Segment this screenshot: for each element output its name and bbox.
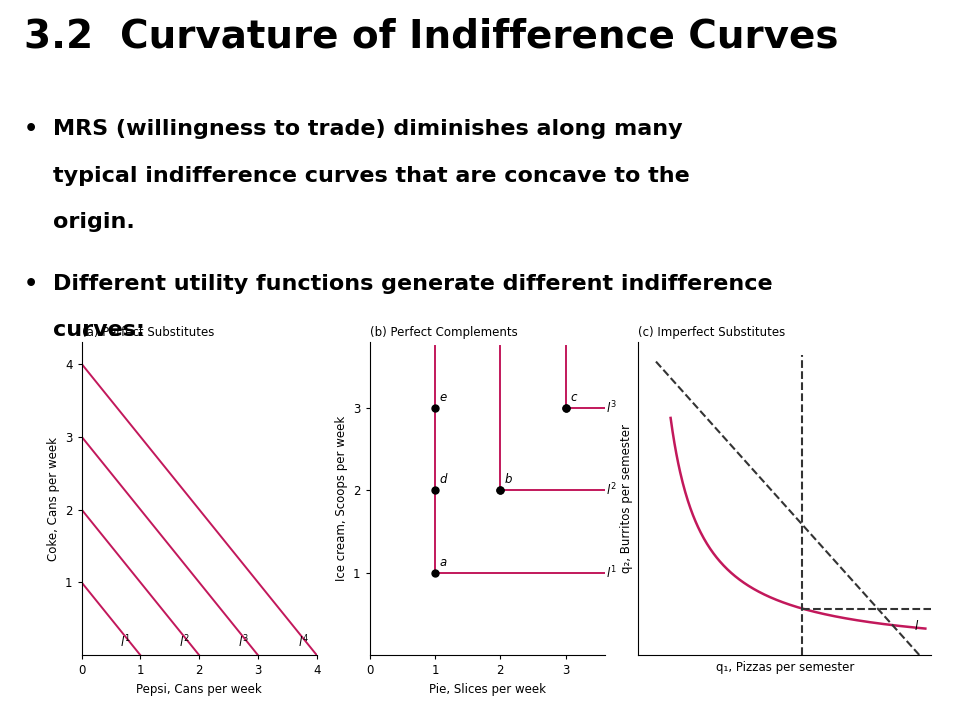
Y-axis label: q₂, Burritos per semester: q₂, Burritos per semester <box>620 424 633 573</box>
Text: $l^4$: $l^4$ <box>299 634 309 650</box>
Text: (b) Perfect Complements: (b) Perfect Complements <box>370 326 517 339</box>
Text: $b$: $b$ <box>504 472 513 486</box>
Text: $l^2$: $l^2$ <box>180 634 190 650</box>
Text: 3.2  Curvature of Indifference Curves: 3.2 Curvature of Indifference Curves <box>24 18 838 56</box>
Text: Copyright ©2014 Pearson Education, Inc. All rights reserved.: Copyright ©2014 Pearson Education, Inc. … <box>14 692 396 705</box>
Text: curves:: curves: <box>53 320 145 341</box>
Text: $l^1$: $l^1$ <box>606 564 617 581</box>
Text: $l^1$: $l^1$ <box>120 634 132 650</box>
Text: (c) Imperfect Substitutes: (c) Imperfect Substitutes <box>638 326 785 339</box>
Text: typical indifference curves that are concave to the: typical indifference curves that are con… <box>53 166 689 186</box>
X-axis label: Pepsi, Cans per week: Pepsi, Cans per week <box>136 683 262 696</box>
Text: $l^2$: $l^2$ <box>606 482 617 499</box>
Text: MRS (willingness to trade) diminishes along many: MRS (willingness to trade) diminishes al… <box>53 119 683 139</box>
X-axis label: Pie, Slices per week: Pie, Slices per week <box>429 683 545 696</box>
Text: 3-16: 3-16 <box>918 692 946 705</box>
Text: (a) Perfect Substitutes: (a) Perfect Substitutes <box>82 326 214 339</box>
Text: •: • <box>24 274 38 294</box>
Text: $e$: $e$ <box>439 391 447 404</box>
Text: $d$: $d$ <box>439 472 448 486</box>
Text: Different utility functions generate different indifference: Different utility functions generate dif… <box>53 274 773 294</box>
Text: $l^3$: $l^3$ <box>238 634 249 650</box>
Text: •: • <box>24 119 38 139</box>
X-axis label: q₁, Pizzas per semester: q₁, Pizzas per semester <box>715 661 854 674</box>
Text: $c$: $c$ <box>569 391 578 404</box>
Text: $a$: $a$ <box>439 556 447 569</box>
Text: origin.: origin. <box>53 212 134 233</box>
Text: $l$: $l$ <box>914 619 919 634</box>
Y-axis label: Ice cream, Scoops per week: Ice cream, Scoops per week <box>334 416 348 581</box>
Y-axis label: Coke, Cans per week: Coke, Cans per week <box>46 436 60 561</box>
Text: $l^3$: $l^3$ <box>606 400 617 416</box>
